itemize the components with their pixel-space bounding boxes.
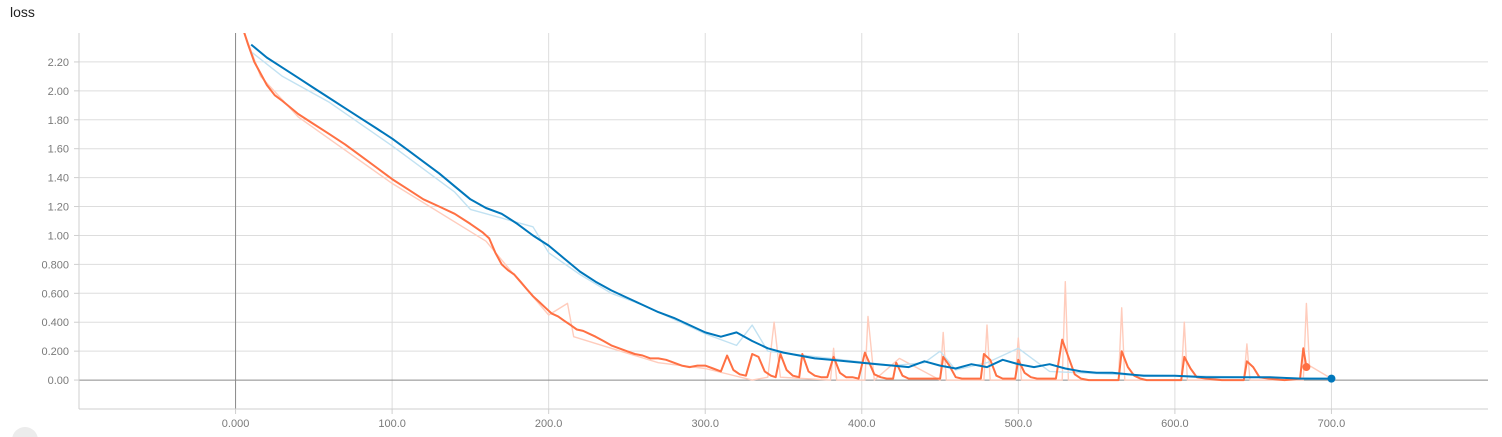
x-tick-label: 100.0 (378, 418, 406, 430)
x-tick-label: 500.0 (1005, 418, 1033, 430)
x-tick-label: 400.0 (848, 418, 876, 430)
x-tick-label: 300.0 (691, 418, 719, 430)
y-tick-label: 1.20 (48, 202, 69, 214)
y-tick-label: 1.80 (48, 115, 69, 127)
raw-series-line-1 (250, 51, 1332, 380)
raw-series (243, 33, 1332, 381)
y-tick-label: 0.400 (41, 317, 69, 329)
y-tick-label: 0.00 (48, 375, 69, 387)
smoothed-series (243, 33, 1332, 382)
y-tick-label: 0.200 (41, 346, 69, 358)
y-tick-label: 1.00 (48, 230, 69, 242)
y-tick-label: 1.40 (48, 173, 69, 185)
y-tick-label: 1.60 (48, 144, 69, 156)
x-tick-label: 600.0 (1161, 418, 1189, 430)
chart-title: loss (10, 4, 35, 20)
y-tick-labels: 0.00 0.200 0.400 0.600 0.800 1.00 1.20 1.40 1.60… (41, 57, 69, 387)
x-tick-label: 0.000 (222, 418, 250, 430)
end-marker-1 (1327, 374, 1336, 383)
x-tick-label: 200.0 (535, 418, 563, 430)
end-markers (1302, 363, 1336, 383)
end-marker-0 (1302, 363, 1311, 372)
raw-series-line-0 (243, 33, 1332, 381)
y-tick-label: 2.00 (48, 86, 69, 98)
x-tick-label: 700.0 (1318, 418, 1346, 430)
series-line-0 (243, 33, 1308, 382)
y-tick-label: 0.600 (41, 288, 69, 300)
series-line-1 (250, 43, 1332, 380)
y-tick-label: 2.20 (48, 57, 69, 69)
settings-icon[interactable] (12, 427, 38, 437)
grid (79, 33, 1488, 409)
x-tick-labels: 0.000 100.0 200.0 300.0 400.0 500.0 600.0 700.0 (222, 418, 1345, 430)
y-tick-label: 0.800 (41, 259, 69, 271)
